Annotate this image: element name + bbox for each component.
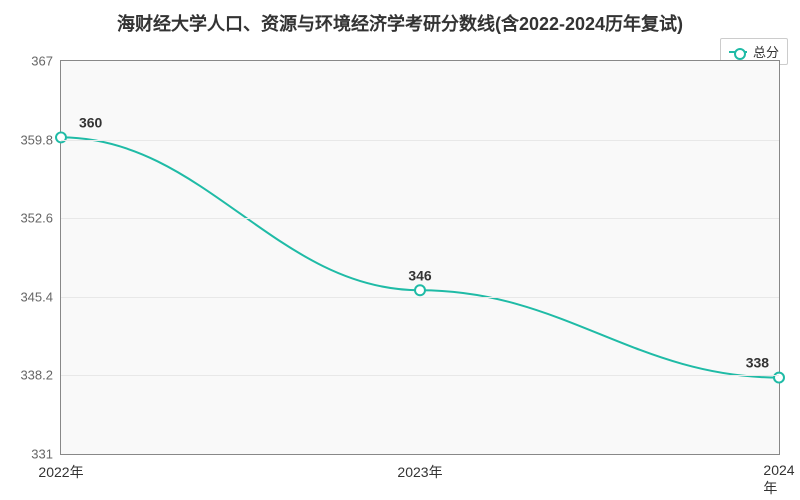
series-line (61, 137, 779, 377)
data-point (415, 285, 425, 295)
x-axis-tick: 2022年 (38, 454, 83, 482)
y-axis-tick: 367 (31, 54, 61, 69)
legend-marker (729, 51, 747, 53)
y-axis-tick: 359.8 (20, 132, 61, 147)
x-axis-tick: 2024年 (763, 454, 794, 498)
chart-title: 海财经大学人口、资源与环境经济学考研分数线(含2022-2024历年复试) (0, 10, 800, 36)
y-axis-tick: 338.2 (20, 368, 61, 383)
gridline (61, 297, 779, 298)
data-label: 346 (408, 267, 432, 283)
data-point (774, 373, 784, 383)
gridline (61, 140, 779, 141)
plot-area: 360346338 331338.2345.4352.6359.83672022… (60, 60, 780, 455)
y-axis-tick: 345.4 (20, 289, 61, 304)
y-axis-tick: 352.6 (20, 211, 61, 226)
legend-label: 总分 (753, 42, 779, 61)
chart-container: 海财经大学人口、资源与环境经济学考研分数线(含2022-2024历年复试) 总分… (0, 0, 800, 500)
x-axis-tick: 2023年 (397, 454, 442, 482)
line-chart-svg: 360 346 338 (61, 61, 779, 454)
gridline (61, 375, 779, 376)
data-label: 338 (746, 355, 770, 371)
data-label: 360 (79, 114, 103, 130)
gridline (61, 218, 779, 219)
